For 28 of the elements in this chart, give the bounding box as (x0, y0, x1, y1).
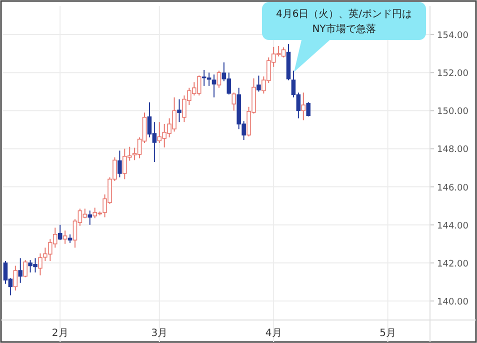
candlestick (23, 260, 28, 278)
candlestick (212, 74, 216, 98)
candlestick (177, 98, 182, 123)
candlestick (306, 102, 310, 117)
candlestick (58, 224, 62, 241)
y-tick-label: 154.00 (437, 31, 469, 42)
candlestick (256, 75, 261, 92)
y-tick-label: 140.00 (437, 297, 469, 308)
y-tick-label: 142.00 (437, 259, 469, 270)
y-tick-label: 146.00 (437, 183, 469, 194)
x-tick-label: 3月 (151, 328, 168, 339)
annotation: 4月6日（火）、英/ポンド円は NY市場で急落 (276, 8, 412, 35)
y-tick-label: 144.00 (437, 221, 469, 232)
x-tick-label: 2月 (52, 328, 68, 339)
y-tick-label: 148.00 (437, 145, 469, 156)
candlestick (62, 230, 68, 244)
candlestick (13, 265, 18, 292)
x-tick-label: 4月 (265, 328, 282, 339)
candlestick (18, 258, 23, 284)
y-tick-label: 152.00 (437, 69, 469, 80)
candlestick (216, 70, 222, 88)
candlestick (232, 92, 236, 112)
candlestick (88, 210, 92, 226)
callout: 4月6日（火）、英/ポンド円は NY市場で急落 (262, 2, 426, 72)
candlestick (301, 92, 306, 121)
candlestick (118, 150, 122, 178)
y-tick-label: 150.00 (437, 107, 469, 118)
x-tick-label: 5月 (380, 328, 396, 339)
